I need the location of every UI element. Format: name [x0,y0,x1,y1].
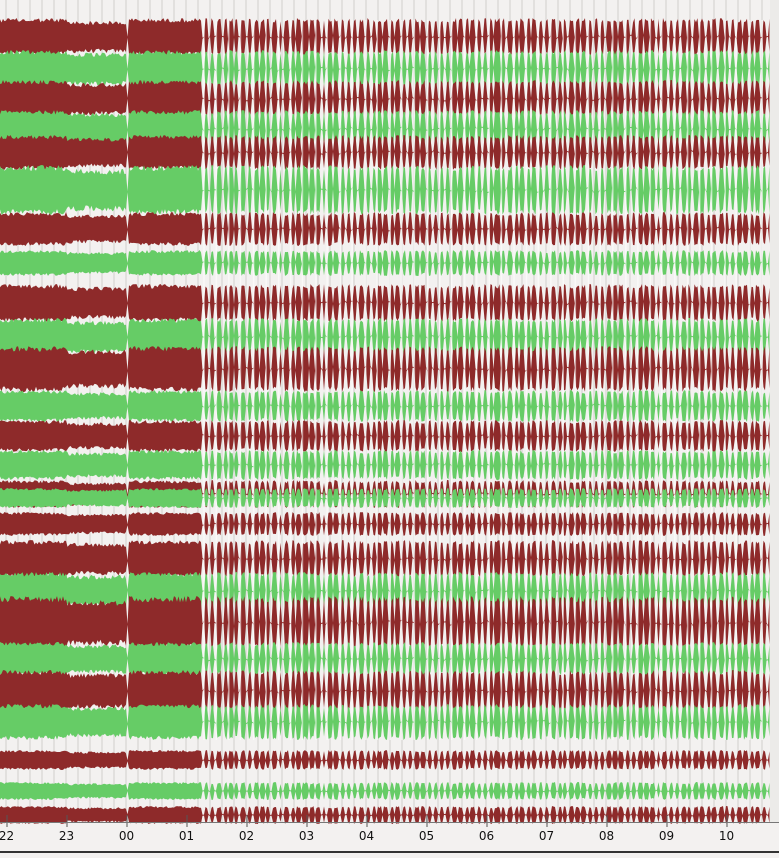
data-gap [574,20,577,740]
time-label-09: 09 [658,829,675,843]
data-gap [500,20,503,740]
data-gap [427,20,429,740]
trace-18-red[interactable] [0,540,770,578]
trace-7-red[interactable] [0,212,770,246]
trace-2-green[interactable] [0,50,770,88]
data-gap [315,20,317,740]
data-gap [239,20,242,740]
time-label-04: 04 [358,829,375,843]
data-gap [724,20,726,740]
data-gap [475,20,478,740]
data-gap [649,20,652,740]
trace-5-red[interactable] [0,135,770,170]
trace-8-green[interactable] [0,250,770,276]
data-gap [203,20,205,740]
trace-26-red[interactable] [0,806,770,824]
time-label-02: 02 [238,829,255,843]
trace-25-green[interactable] [0,782,770,800]
trace-12-green[interactable] [0,390,770,422]
data-gap [748,20,751,740]
data-gap [625,20,627,740]
data-gap [488,20,490,740]
data-gap [637,20,639,740]
data-gap [301,20,304,740]
data-gap [761,20,763,740]
trace-10-green[interactable] [0,318,770,356]
data-gap [351,20,353,740]
data-gap [674,20,676,740]
trace-14-green[interactable] [0,450,770,480]
data-gap [562,20,564,740]
data-gap [400,20,403,740]
time-label-07: 07 [538,829,555,843]
trace-9-red[interactable] [0,284,770,322]
trace-17-red[interactable] [0,512,770,536]
time-label-23: 23 [58,829,75,843]
data-gap [537,20,540,740]
time-label-00: 00 [118,829,135,843]
trace-1-red[interactable] [0,18,770,56]
data-gap [339,20,342,740]
trace-23-green[interactable] [0,704,770,740]
trace-11-red[interactable] [0,346,770,392]
data-gap [389,20,391,740]
data-gap [550,20,552,740]
time-label-10: 10 [718,829,735,843]
trace-6-green[interactable] [0,165,770,215]
data-gap [612,20,614,740]
time-label-06: 06 [478,829,495,843]
time-label-08: 08 [598,829,615,843]
data-gap [439,20,441,740]
data-gap [413,20,416,740]
trace-20-red[interactable] [0,596,770,650]
time-label-01: 01 [178,829,195,843]
data-gap [376,20,378,740]
data-gap [699,20,701,740]
data-gap [599,20,601,740]
time-label-22: 22 [0,829,15,843]
trace-24-red[interactable] [0,750,770,770]
data-gap [277,20,280,740]
data-gap [587,20,590,740]
data-gap [513,20,515,740]
bottom-divider [0,851,779,853]
data-gap [228,20,230,740]
data-gap [661,20,663,740]
data-gap [364,20,367,740]
time-label-03: 03 [298,829,315,843]
time-label-05: 05 [418,829,435,843]
data-gap [686,20,689,740]
data-gap [252,20,255,740]
trace-16-green[interactable] [0,488,770,508]
data-gap [289,20,292,740]
time-axis-line [0,822,779,823]
data-gap [735,20,737,740]
data-gap [215,20,218,740]
data-gap [326,20,328,740]
trace-3-red[interactable] [0,80,770,118]
data-gap [463,20,466,740]
vertical-scrollbar[interactable] [770,0,779,822]
data-gap [710,20,713,740]
trace-22-red[interactable] [0,670,770,712]
trace-13-red[interactable] [0,420,770,452]
data-gap [265,20,267,740]
data-gap [525,20,528,740]
data-gap [450,20,453,740]
trace-21-green[interactable] [0,642,770,676]
